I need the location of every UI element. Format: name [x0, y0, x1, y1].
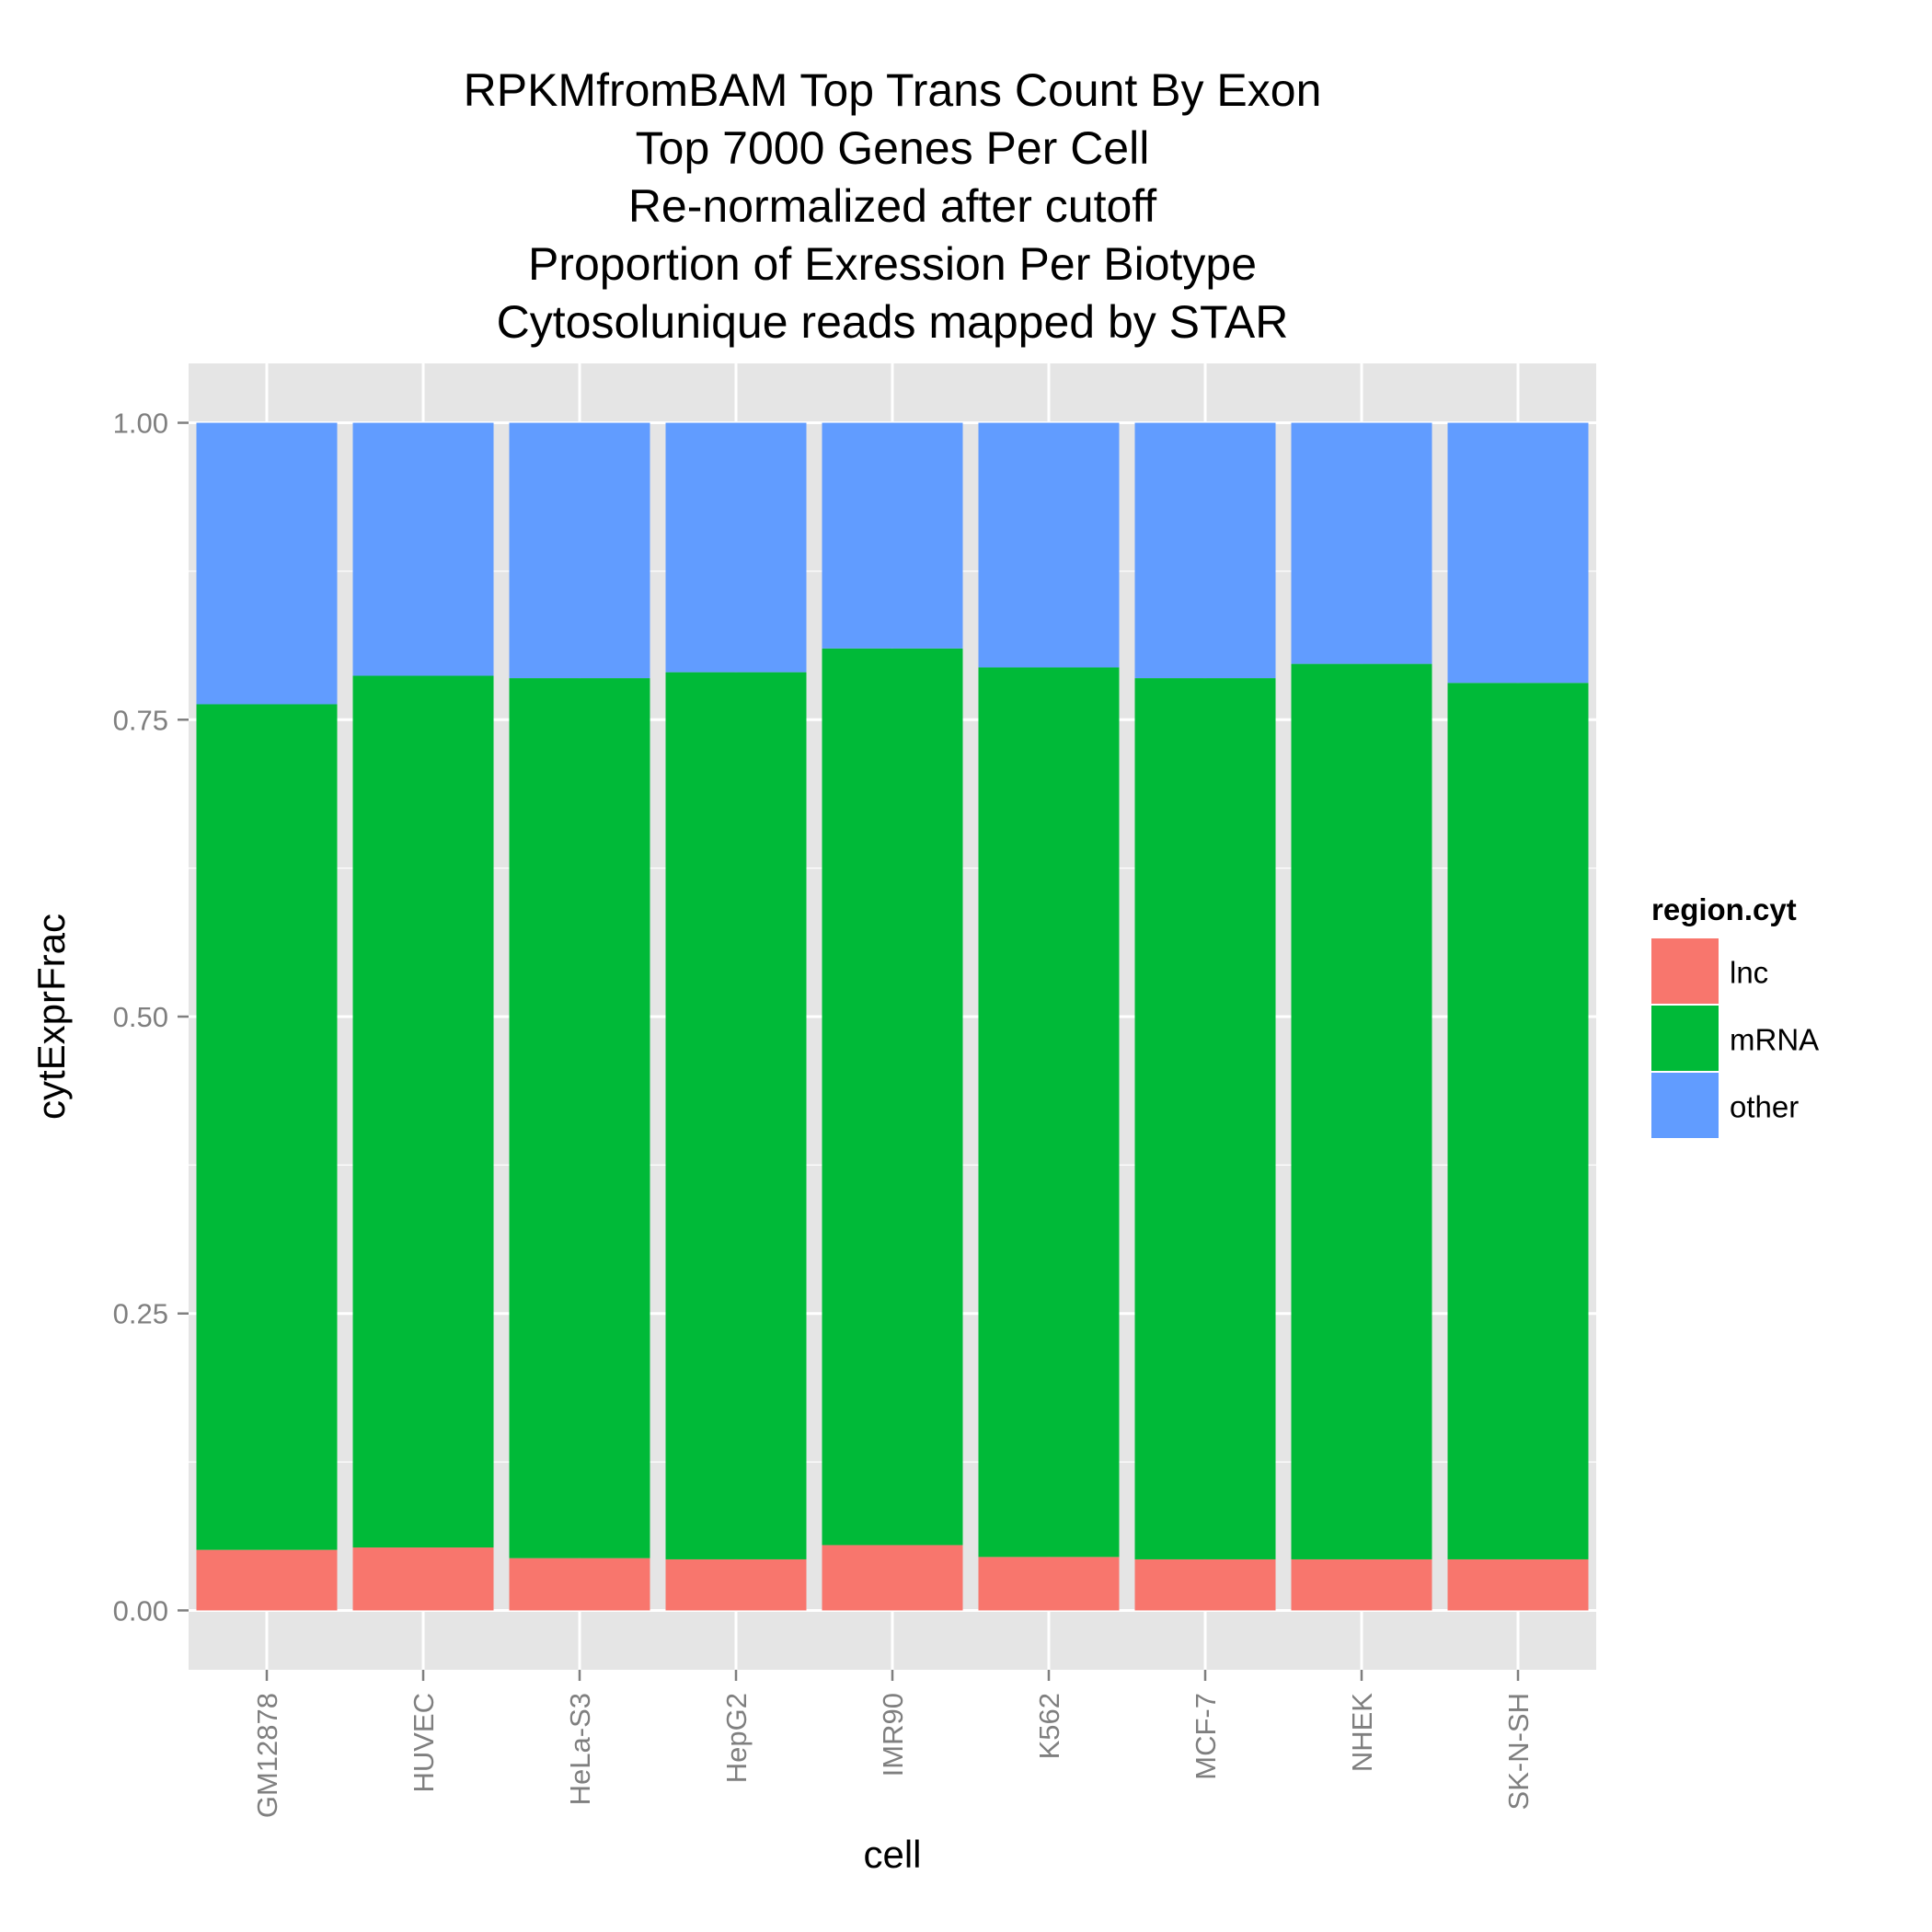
bar-segment-other	[665, 422, 807, 673]
title-line: Re-normalized after cutoff	[628, 180, 1156, 232]
bar-segment-lnc	[1447, 1558, 1589, 1611]
y-tick-label: 0.25	[113, 1298, 168, 1330]
title-line: Proportion of Exression Per Biotype	[528, 238, 1257, 290]
title-line: Cytosolunique reads mapped by STAR	[497, 296, 1289, 348]
x-tick-label: HepG2	[720, 1693, 753, 1783]
x-tick-label: K562	[1033, 1693, 1065, 1759]
bars	[196, 422, 1589, 1611]
chart-title: RPKMfromBAM Top Trans Count By Exon Top 7…	[464, 64, 1322, 348]
bar-segment-other	[509, 422, 650, 679]
bar-segment-lnc	[978, 1557, 1120, 1611]
legend-label: other	[1730, 1090, 1799, 1124]
legend-label: lnc	[1730, 956, 1768, 990]
bar-segment-lnc	[1134, 1558, 1276, 1611]
bar-segment-mRNA	[196, 704, 338, 1550]
x-tick-label: NHEK	[1346, 1693, 1378, 1772]
bar-segment-other	[352, 422, 494, 676]
title-line: RPKMfromBAM Top Trans Count By Exon	[464, 64, 1322, 116]
x-tick-label: MCF-7	[1190, 1693, 1222, 1780]
y-axis-title: cytExprFrac	[29, 914, 73, 1120]
x-tick-label: IMR90	[877, 1693, 909, 1777]
bar-segment-lnc	[665, 1558, 807, 1611]
bar-segment-mRNA	[978, 667, 1120, 1558]
bar-segment-lnc	[822, 1545, 963, 1611]
bar-segment-other	[1291, 422, 1432, 664]
bar-segment-other	[196, 422, 338, 705]
bar-segment-mRNA	[665, 672, 807, 1559]
bar-segment-other	[978, 422, 1120, 668]
legend-key-lnc	[1651, 938, 1719, 1004]
bar-segment-mRNA	[1447, 683, 1589, 1559]
x-tick-label: HeLa-S3	[564, 1693, 596, 1805]
bar-segment-other	[1134, 422, 1276, 679]
legend-key-other	[1651, 1073, 1719, 1138]
legend-key-mRNA	[1651, 1006, 1719, 1071]
x-axis: GM12878 HUVEC HeLa-S3 HepG2 IMR90 K562 MCF-7 NH…	[251, 1670, 1535, 1818]
x-tick-label: HUVEC	[408, 1693, 440, 1793]
legend-label: mRNA	[1730, 1023, 1819, 1057]
legend-title: region.cyt	[1651, 892, 1797, 926]
bar-segment-other	[1447, 422, 1589, 684]
bar-segment-other	[822, 422, 963, 649]
bar-segment-lnc	[1291, 1558, 1432, 1611]
x-axis-title: cell	[863, 1833, 921, 1876]
bar-segment-mRNA	[509, 678, 650, 1558]
y-axis: 0.00 0.25 0.50 0.75 1.00	[113, 408, 189, 1627]
y-tick-label: 1.00	[113, 408, 168, 440]
bar-segment-mRNA	[1134, 678, 1276, 1559]
bar-segment-mRNA	[822, 648, 963, 1546]
bar-segment-lnc	[196, 1549, 338, 1611]
bar-segment-mRNA	[1291, 663, 1432, 1559]
y-tick-label: 0.00	[113, 1594, 168, 1627]
x-tick-label: SK-N-SH	[1502, 1693, 1535, 1810]
bar-segment-lnc	[352, 1547, 494, 1611]
x-tick-label: GM12878	[251, 1693, 283, 1818]
y-tick-label: 0.75	[113, 704, 168, 736]
y-tick-label: 0.50	[113, 1001, 168, 1033]
bar-segment-lnc	[509, 1558, 650, 1611]
legend: region.cyt lnc mRNA other	[1651, 892, 1819, 1138]
bar-segment-mRNA	[352, 675, 494, 1548]
title-line: Top 7000 Genes Per Cell	[636, 122, 1150, 174]
